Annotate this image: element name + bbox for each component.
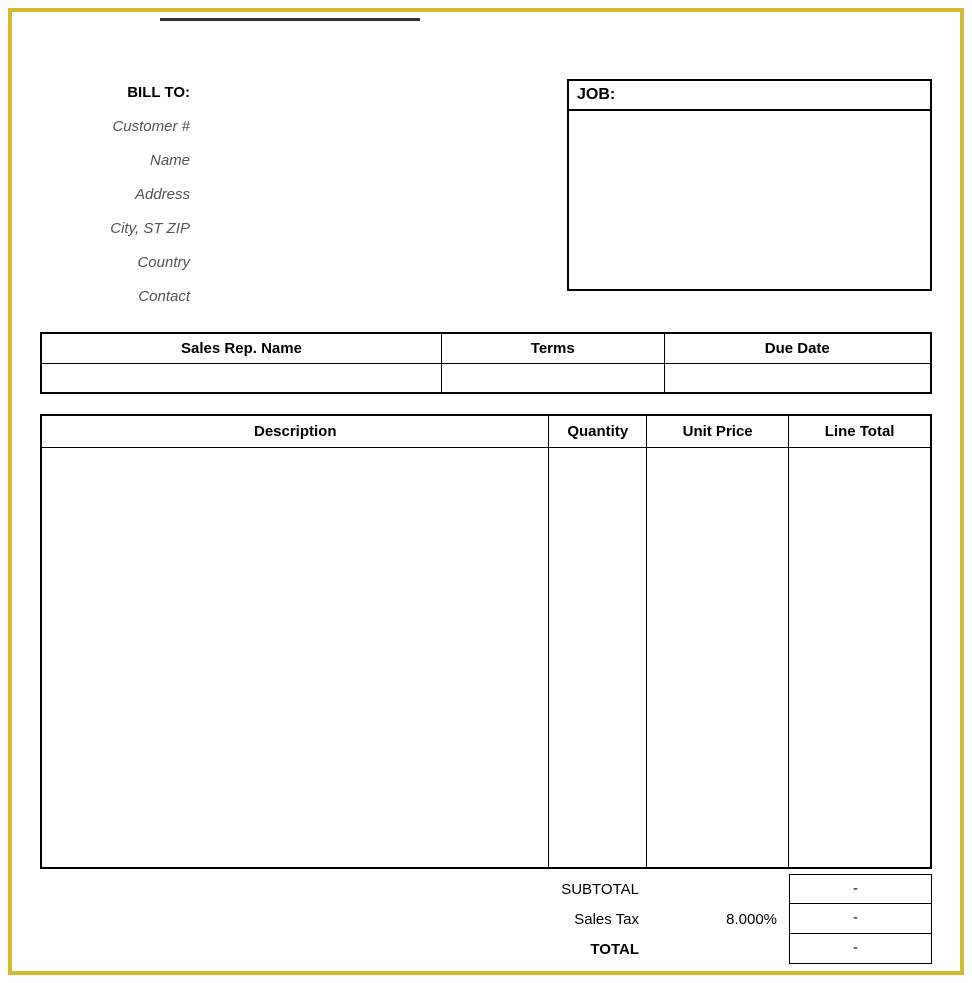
bill-to-country: Country (40, 255, 190, 289)
job-body (567, 109, 932, 291)
subtotal-row: SUBTOTAL - (40, 874, 932, 904)
subtotal-value: - (789, 874, 932, 904)
items-table: Description Quantity Unit Price Line Tot… (40, 414, 932, 869)
tax-row: Sales Tax 8.000% - (40, 904, 932, 934)
items-col-unitprice: Unit Price (647, 415, 789, 448)
header-section: BILL TO: Customer # Name Address City, S… (40, 85, 932, 320)
subtotal-label: SUBTOTAL (441, 881, 651, 898)
rep-salesrep-cell (41, 363, 442, 393)
tax-value: - (789, 904, 932, 934)
bill-to-address: Address (40, 187, 190, 221)
bill-to-name: Name (40, 153, 190, 187)
items-desc-cell (41, 448, 549, 868)
items-unit-cell (647, 448, 789, 868)
total-value: - (789, 934, 932, 964)
items-qty-cell (549, 448, 647, 868)
totals-section: SUBTOTAL - Sales Tax 8.000% - TOTAL - (40, 874, 932, 964)
bill-to-city-st-zip: City, ST ZIP (40, 221, 190, 255)
invoice-page: BILL TO: Customer # Name Address City, S… (20, 20, 952, 963)
items-col-linetotal: Line Total (789, 415, 931, 448)
rep-col-terms: Terms (442, 333, 665, 363)
job-box: JOB: (567, 79, 932, 291)
tax-label: Sales Tax (441, 911, 651, 928)
rep-col-duedate: Due Date (664, 333, 931, 363)
header-rule (160, 18, 420, 21)
job-label: JOB: (567, 79, 932, 109)
tax-rate: 8.000% (651, 911, 789, 928)
items-col-description: Description (41, 415, 549, 448)
bill-to-contact: Contact (40, 289, 190, 323)
items-table-row (41, 448, 931, 868)
total-label: TOTAL (441, 941, 651, 958)
rep-table: Sales Rep. Name Terms Due Date (40, 332, 932, 394)
items-line-cell (789, 448, 931, 868)
rep-duedate-cell (664, 363, 931, 393)
rep-table-row (41, 363, 931, 393)
rep-terms-cell (442, 363, 665, 393)
rep-col-salesrep: Sales Rep. Name (41, 333, 442, 363)
bill-to-title: BILL TO: (40, 85, 190, 119)
items-col-quantity: Quantity (549, 415, 647, 448)
total-row: TOTAL - (40, 934, 932, 964)
bill-to-customer-no: Customer # (40, 119, 190, 153)
bill-to-block: BILL TO: Customer # Name Address City, S… (40, 85, 190, 323)
